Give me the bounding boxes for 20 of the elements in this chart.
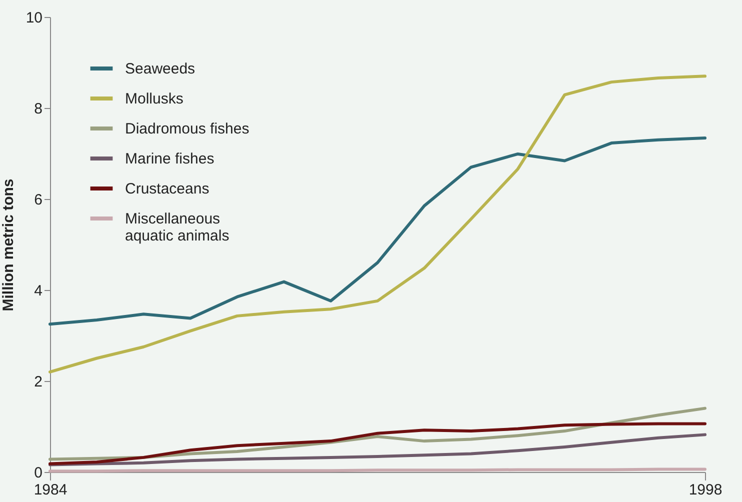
line-series (48, 422, 706, 466)
y-axis-title: Million metric tons (0, 178, 17, 312)
line-series (48, 433, 706, 466)
legend-label: Seaweeds (125, 60, 196, 78)
legend-label: Diadromous fishes (125, 120, 250, 138)
y-tick-label: 10 (26, 10, 42, 26)
y-tick-label: 8 (34, 100, 42, 118)
legend-label: Crustaceans (125, 180, 210, 198)
legend-label: Marine fishes (125, 150, 214, 168)
y-tick-label: 6 (34, 192, 42, 208)
x-tick-label: 1984 (34, 482, 68, 498)
y-tick-label: 0 (34, 464, 42, 482)
x-tick-label: 1998 (688, 482, 722, 498)
legend-label: Mollusks (125, 90, 184, 108)
line-series (48, 136, 706, 326)
y-tick-label: 4 (34, 282, 42, 300)
y-tick-label: 2 (34, 374, 42, 390)
line-series (48, 74, 706, 374)
legend-label: Miscellaneous aquatic animals (125, 210, 230, 244)
line-series (48, 406, 706, 461)
